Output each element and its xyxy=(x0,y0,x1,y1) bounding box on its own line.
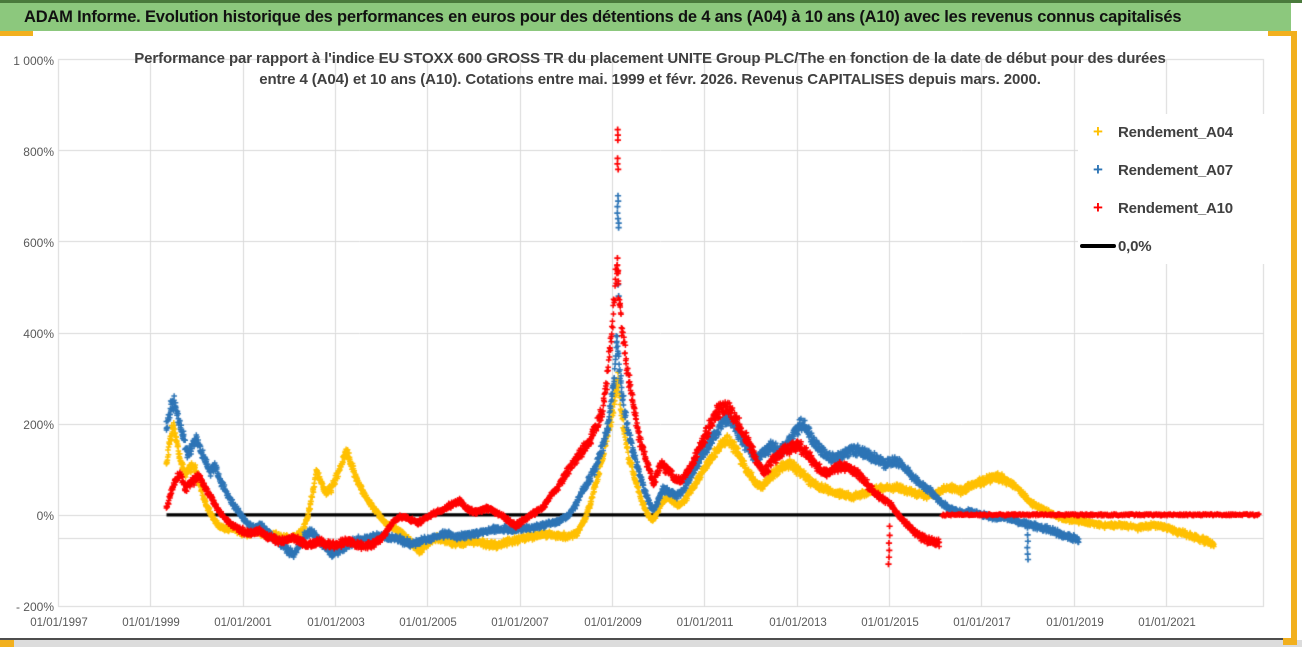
bottom-strip xyxy=(0,640,1302,647)
legend-label: Rendement_A07 xyxy=(1118,161,1233,179)
x-axis-label-2015: 01/01/2015 xyxy=(861,617,919,629)
y-axis-label-400: 400% xyxy=(23,327,54,341)
x-axis-label-2021: 01/01/2021 xyxy=(1138,617,1196,629)
y-axis-label-200: 200% xyxy=(23,418,54,432)
y-axis-label-800: 800% xyxy=(23,145,54,159)
legend-item-zero-line: 0,0% xyxy=(1078,234,1264,258)
x-axis-label-1999: 01/01/1999 xyxy=(122,617,180,629)
chart-title: Performance par rapport à l'indice EU ST… xyxy=(134,50,1166,88)
x-axis-label-2011: 01/01/2011 xyxy=(676,617,734,629)
x-axis-label-2009: 01/01/2009 xyxy=(584,617,642,629)
legend-label: Rendement_A04 xyxy=(1118,123,1233,141)
legend-item-rendement-a10: + Rendement_A10 xyxy=(1078,196,1264,220)
plus-marker-icon: + xyxy=(1093,198,1103,217)
chart-legend: + Rendement_A04 + Rendement_A07 + Rendem… xyxy=(1078,114,1264,264)
plus-marker-icon: + xyxy=(1093,160,1103,179)
black-line-marker-icon xyxy=(1078,244,1118,248)
x-axis-label-2013: 01/01/2013 xyxy=(769,617,827,629)
x-axis-label-2005: 01/01/2005 xyxy=(399,617,457,629)
x-axis-label-2017: 01/01/2017 xyxy=(953,617,1011,629)
legend-item-rendement-a04: + Rendement_A04 xyxy=(1078,120,1264,144)
gold-accent-bottom-right xyxy=(1283,638,1297,645)
x-axis-label-1997: 01/01/1997 xyxy=(30,617,88,629)
x-axis-label-2001: 01/01/2001 xyxy=(214,617,272,629)
x-axis-label-2007: 01/01/2007 xyxy=(491,617,549,629)
y-axis-label-1000: 1 000% xyxy=(13,54,54,68)
x-axis-label-2003: 01/01/2003 xyxy=(307,617,365,629)
y-axis-label-neg200: - 200% xyxy=(15,600,54,614)
bottom-rule-line xyxy=(0,638,1283,640)
legend-label: Rendement_A10 xyxy=(1118,199,1233,217)
y-axis-label-0: 0% xyxy=(36,509,54,523)
legend-item-rendement-a07: + Rendement_A07 xyxy=(1078,158,1264,182)
plus-marker-icon: + xyxy=(1093,122,1103,141)
gold-accent-bottom-left xyxy=(0,640,14,647)
legend-label: 0,0% xyxy=(1118,237,1152,255)
y-axis-label-600: 600% xyxy=(23,236,54,250)
x-axis-label-2019: 01/01/2019 xyxy=(1046,617,1104,629)
